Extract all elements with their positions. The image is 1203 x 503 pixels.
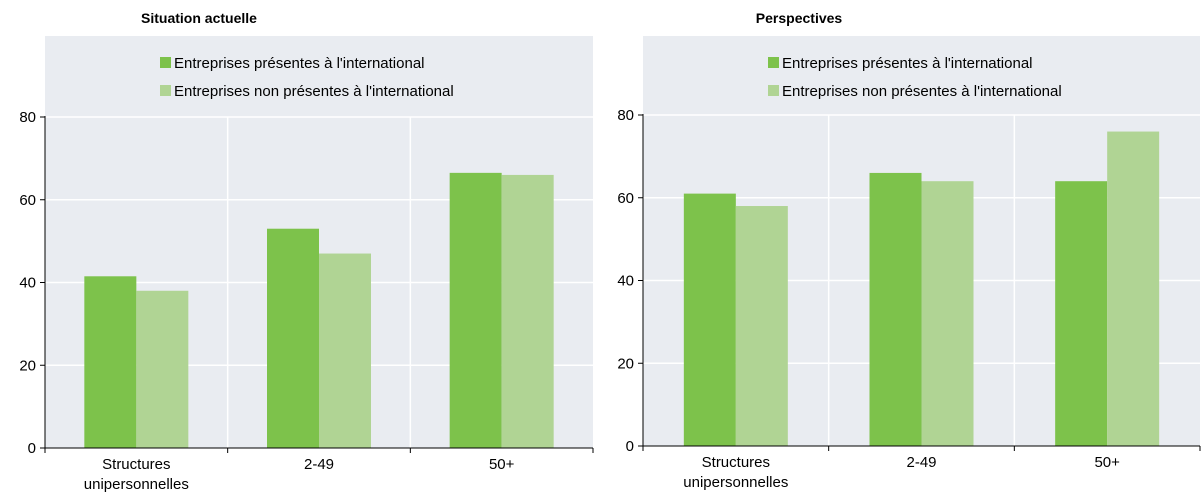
x-tick-label: unipersonnelles xyxy=(84,476,189,493)
bar xyxy=(319,253,371,448)
bar xyxy=(921,181,974,446)
y-tick-label: 80 xyxy=(19,109,36,126)
chart-title: Situation actuelle xyxy=(141,10,257,26)
legend-swatch xyxy=(160,85,171,96)
y-tick-label: 20 xyxy=(617,355,634,372)
legend-swatch xyxy=(768,85,779,96)
y-tick-label: 20 xyxy=(19,357,36,374)
y-tick-label: 60 xyxy=(19,192,36,209)
bar xyxy=(136,290,189,448)
legend-label: Entreprises présentes à l'international xyxy=(782,55,1033,72)
legend-swatch xyxy=(160,57,171,68)
legend-label: Entreprises non présentes à l'internatio… xyxy=(782,83,1062,100)
bar xyxy=(501,174,554,449)
bar xyxy=(1055,181,1108,446)
bar xyxy=(84,276,137,448)
chart-panel-perspectives: Perspectives Entreprises présentes à l'in… xyxy=(603,0,1203,503)
y-tick-label: 40 xyxy=(19,275,36,292)
legend-swatch xyxy=(768,57,779,68)
x-tick-label: 2-49 xyxy=(304,456,334,473)
y-tick-label: 40 xyxy=(617,273,634,290)
y-tick-label: 0 xyxy=(626,438,634,455)
chart-title: Perspectives xyxy=(756,10,843,26)
x-tick-label: 50+ xyxy=(489,456,515,473)
x-tick-label: 50+ xyxy=(1094,454,1120,471)
bar xyxy=(735,206,788,446)
legend-label: Entreprises présentes à l'international xyxy=(174,55,425,72)
x-tick-label: Structures xyxy=(102,456,170,473)
legend-label: Entreprises non présentes à l'internatio… xyxy=(174,83,454,100)
y-tick-label: 60 xyxy=(617,190,634,207)
bar xyxy=(869,172,922,447)
x-tick-label: unipersonnelles xyxy=(683,474,788,491)
y-tick-label: 80 xyxy=(617,107,634,124)
y-tick-label: 0 xyxy=(28,440,36,457)
bar xyxy=(267,228,319,448)
chart-panel-situation-actuelle: Situation actuelle Entreprises présentes … xyxy=(0,0,600,503)
bar xyxy=(449,172,502,448)
chart-svg: Situation actuelle Entreprises présentes … xyxy=(19,10,594,493)
bar xyxy=(683,193,736,446)
x-tick-label: 2-49 xyxy=(906,454,936,471)
bar xyxy=(1107,131,1160,447)
x-tick-label: Structures xyxy=(702,454,770,471)
chart-svg: Perspectives Entreprises présentes à l'in… xyxy=(617,10,1201,491)
